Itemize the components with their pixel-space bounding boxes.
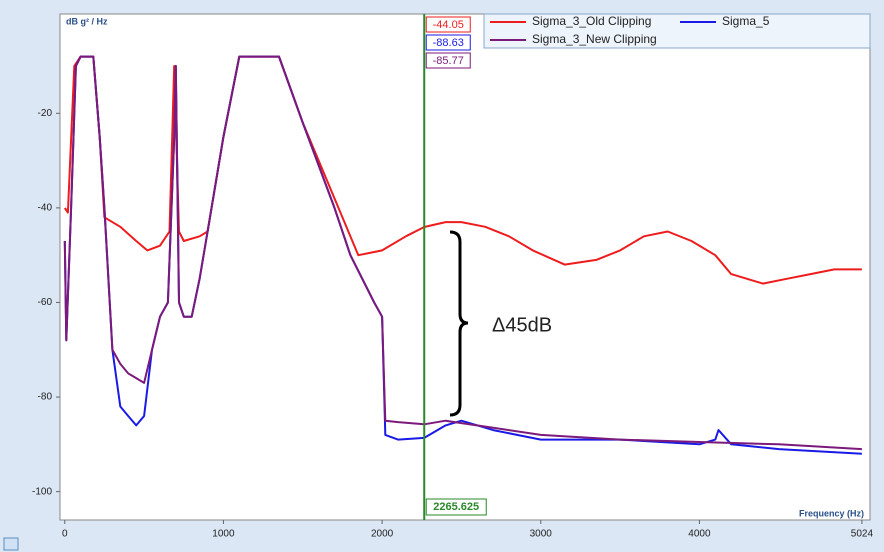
- cursor-value: -85.77: [433, 55, 464, 67]
- x-tick-label: 0: [62, 529, 68, 540]
- cursor-value-box: [425, 16, 471, 33]
- brace: [449, 230, 469, 417]
- series-line: [63, 55, 862, 451]
- cursor-value-box: [425, 52, 471, 69]
- cursor-value-box: [425, 34, 471, 51]
- x-tick-label: 1000: [212, 529, 235, 540]
- series-line: [63, 55, 862, 285]
- cursor-x-box: [425, 498, 487, 516]
- y-axis-label: dB g² / Hz: [66, 16, 108, 26]
- y-tick-label: -20: [38, 108, 53, 119]
- x-tick-label: 3000: [530, 529, 553, 540]
- y-tick-label: -40: [38, 203, 53, 214]
- cursor-value: -88.63: [433, 37, 464, 49]
- cursor-x-label: 2265.625: [433, 501, 479, 513]
- x-tick-label: 4000: [688, 529, 711, 540]
- cursor-value: -44.05: [433, 19, 464, 31]
- plot-area: [59, 13, 871, 521]
- legend-label: Sigma_3_New Clipping: [532, 32, 657, 46]
- y-tick-label: -80: [38, 392, 53, 403]
- legend-label: Sigma_5: [722, 14, 770, 28]
- x-axis-label: Frequency (Hz): [799, 508, 864, 518]
- x-tick-label: 5024: [851, 529, 874, 540]
- legend-label: Sigma_3_Old Clipping: [532, 14, 651, 28]
- legend-box: [483, 13, 871, 49]
- y-tick-label: -60: [38, 297, 53, 308]
- x-tick-label: 2000: [371, 529, 394, 540]
- y-tick-label: -100: [32, 486, 52, 497]
- icon: [3, 537, 19, 551]
- annotation: Δ45dB: [492, 314, 552, 336]
